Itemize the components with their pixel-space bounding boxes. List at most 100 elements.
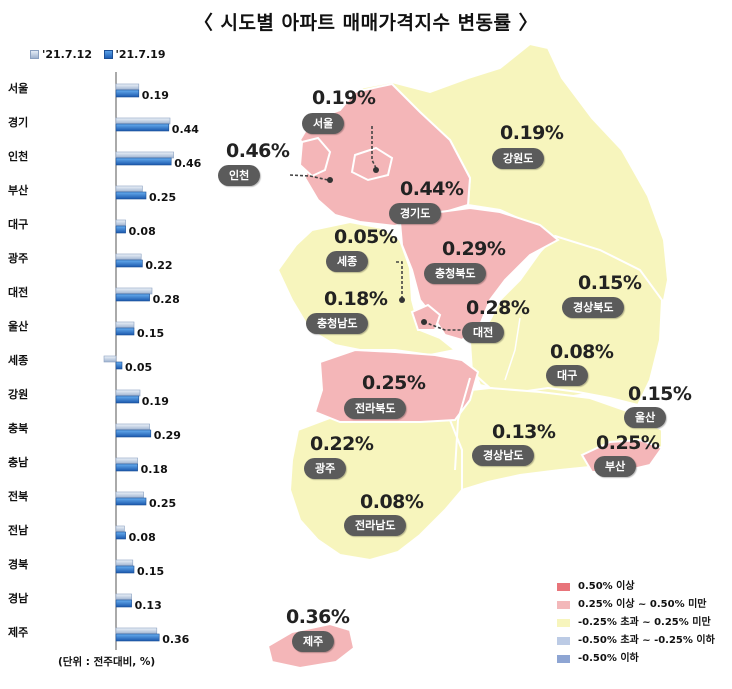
bar-prev-week (115, 219, 126, 227)
value-label: 0.15 (137, 565, 164, 578)
map-value-ulsan: 0.15% (628, 383, 692, 405)
region-incheon (298, 136, 332, 178)
series-legend: '21.7.12 '21.7.19 (30, 48, 166, 61)
bar-this-week (115, 565, 135, 574)
bar-this-week (115, 463, 138, 472)
map-legend-row: -0.50% 초과 ~ -0.25% 이하 (557, 632, 715, 650)
value-label: 0.19 (142, 89, 169, 102)
value-label: 0.08 (129, 225, 156, 238)
bar-prev-week (115, 491, 144, 499)
map-legend-label: 0.25% 이상 ~ 0.50% 미만 (578, 599, 707, 610)
map-legend-label: -0.50% 초과 ~ -0.25% 이하 (578, 635, 715, 646)
bar-this-week (115, 361, 123, 370)
bar-prev-week (115, 423, 150, 431)
leader-sejong (396, 261, 403, 300)
category-label: 부산 (8, 183, 28, 197)
category-label: 제주 (8, 625, 28, 639)
region-daejeon (410, 303, 442, 331)
legend-swatch-prev (30, 50, 39, 59)
value-label: 0.19 (142, 395, 169, 408)
map-value-gangwon: 0.19% (500, 122, 564, 144)
map-value-seoul: 0.19% (312, 87, 376, 109)
category-label: 대구 (8, 217, 28, 231)
category-label: 대전 (8, 285, 28, 299)
bar-this-week (115, 259, 143, 268)
category-label: 충북 (8, 421, 28, 435)
map-pill-jeonbuk: 전라북도 (344, 398, 407, 419)
category-label: 세종 (8, 353, 28, 367)
category-label: 울산 (8, 319, 28, 333)
bar-this-week (115, 225, 126, 234)
category-label: 경기 (8, 115, 28, 129)
map-pill-ulsan: 울산 (624, 407, 667, 428)
map-value-jeonnam: 0.08% (360, 491, 424, 513)
map-pill-jeju: 제주 (292, 631, 335, 652)
map-pill-seoul: 서울 (302, 113, 345, 134)
bar-this-week (115, 531, 126, 540)
map-legend-row: -0.50% 이하 (557, 650, 715, 668)
category-label: 전북 (8, 489, 28, 503)
bar-this-week (115, 89, 140, 98)
map-value-jeonbuk: 0.25% (362, 372, 426, 394)
map-legend-label: -0.50% 이하 (578, 653, 639, 664)
category-label: 서울 (8, 81, 28, 95)
value-label: 0.13 (135, 599, 162, 612)
bar-prev-week (115, 389, 141, 397)
value-label: 0.22 (145, 259, 172, 272)
value-label: 0.25 (149, 191, 176, 204)
unit-note: (단위 : 전주대비, %) (58, 656, 156, 668)
bar-this-week (115, 395, 140, 404)
category-label: 인천 (8, 149, 28, 163)
value-label: 0.44 (172, 123, 199, 136)
category-label: 경남 (8, 591, 28, 605)
map-pill-gangwon: 강원도 (492, 148, 545, 169)
map-value-incheon: 0.46% (226, 140, 290, 162)
category-label: 경북 (8, 557, 28, 571)
map-value-chungbuk: 0.29% (442, 238, 506, 260)
value-label: 0.08 (129, 531, 156, 544)
bar-prev-week (115, 321, 135, 329)
value-label: 0.28 (153, 293, 180, 306)
category-label: 전남 (8, 523, 28, 537)
bar-prev-week (115, 593, 132, 601)
legend-label-prev: '21.7.12 (42, 48, 92, 61)
map-value-busan: 0.25% (596, 432, 660, 454)
legend-swatch-rise-mid (557, 601, 570, 609)
map-legend-row: 0.25% 이상 ~ 0.50% 미만 (557, 596, 715, 614)
value-label: 0.25 (149, 497, 176, 510)
bar-prev-week (115, 627, 158, 635)
map-pill-chungnam: 충청남도 (306, 313, 369, 334)
map-value-gyeongnam: 0.13% (492, 421, 556, 443)
legend-swatch-rise-high (557, 583, 570, 591)
map-pill-busan: 부산 (594, 456, 637, 477)
legend-swatch-current (103, 50, 113, 59)
map-pill-daejeon: 대전 (462, 322, 505, 343)
region-seoul (350, 146, 394, 182)
leader-seoul (371, 126, 377, 169)
map-pill-gyeonggi: 경기도 (389, 203, 442, 224)
legend-swatch-fall-mid (557, 637, 570, 645)
value-label: 0.29 (154, 429, 181, 442)
category-label: 충남 (8, 455, 28, 469)
value-label: 0.46 (174, 157, 201, 170)
map-legend: 0.50% 이상 0.25% 이상 ~ 0.50% 미만 -0.25% 초과 ~… (557, 578, 715, 668)
map-pill-sejong: 세종 (326, 251, 369, 272)
map-value-gyeonggi: 0.44% (400, 178, 464, 200)
bar-prev-week (115, 287, 153, 295)
map-legend-label: -0.25% 초과 ~ 0.25% 미만 (578, 617, 711, 628)
bar-prev-week (115, 151, 174, 159)
value-label: 0.05 (125, 361, 152, 374)
map-value-sejong: 0.05% (334, 226, 398, 248)
page-title: 〈 시도별 아파트 매매가격지수 변동률 〉 (193, 12, 539, 34)
map-legend-row: 0.50% 이상 (557, 578, 715, 596)
bar-this-week (115, 497, 147, 506)
bar-prev-week (115, 185, 143, 193)
map-pill-gyeongnam: 경상남도 (472, 445, 535, 466)
bar-prev-week (115, 559, 134, 567)
value-label: 0.36 (162, 633, 189, 646)
map-pill-jeonnam: 전라남도 (344, 515, 407, 536)
map-value-gyeongbuk: 0.15% (578, 272, 642, 294)
bar-this-week (115, 293, 150, 302)
map-value-daegu: 0.08% (550, 341, 614, 363)
category-label: 강원 (8, 387, 28, 401)
